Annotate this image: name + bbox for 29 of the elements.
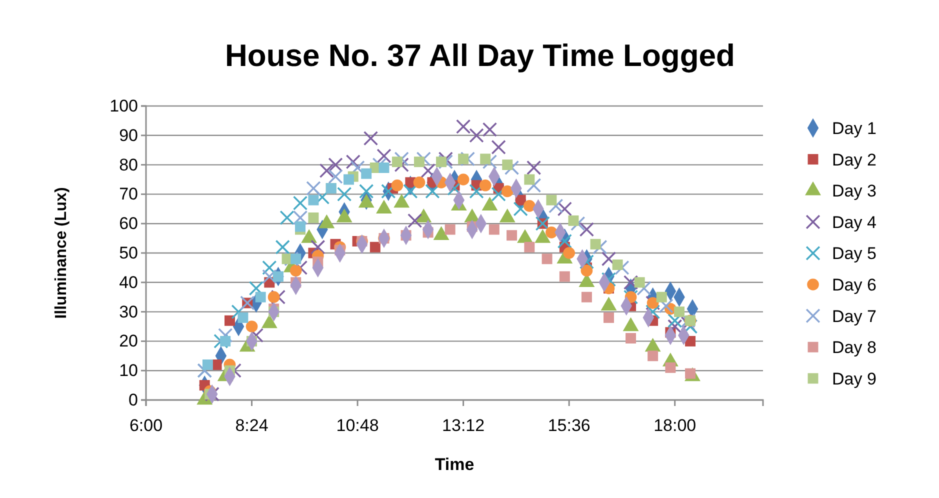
y-tick-label: 90 [119, 126, 138, 145]
legend-label: Day 9 [832, 369, 876, 388]
y-tick-label: 70 [119, 184, 138, 204]
y-tick-label: 80 [119, 155, 138, 174]
y-tick-label: 20 [119, 332, 138, 351]
legend-label: Day 4 [832, 212, 876, 232]
legend-label: Day 5 [832, 244, 876, 264]
legend-label: Day 6 [832, 276, 876, 294]
y-tick-label: 100 [110, 96, 138, 116]
x-tick-label: 18:00 [654, 416, 696, 436]
y-tick-label: 60 [119, 214, 138, 234]
y-tick-label: 40 [119, 272, 138, 292]
y-tick-label: 10 [119, 361, 138, 380]
legend-label: Day 2 [832, 150, 876, 170]
y-tick-label: 0 [128, 390, 138, 410]
legend-label: Day 1 [832, 119, 876, 138]
legend-label: Day 8 [832, 338, 876, 358]
x-tick-label: 13:12 [442, 416, 485, 436]
y-tick-label: 50 [119, 243, 138, 262]
x-tick-label: 6:00 [129, 416, 163, 436]
y-tick-label: 30 [119, 302, 138, 322]
legend-label: Day 3 [832, 182, 876, 201]
y-axis-title: Illuminance (Lux) [53, 187, 70, 319]
x-tick-label: 15:36 [548, 416, 590, 436]
legend-label: Day 7 [832, 306, 876, 326]
x-tick-label: 8:24 [235, 416, 268, 436]
x-axis-title: Time [434, 455, 474, 474]
chart-title: House No. 37 All Day Time Logged [225, 38, 735, 73]
x-tick-label: 10:48 [336, 416, 379, 436]
